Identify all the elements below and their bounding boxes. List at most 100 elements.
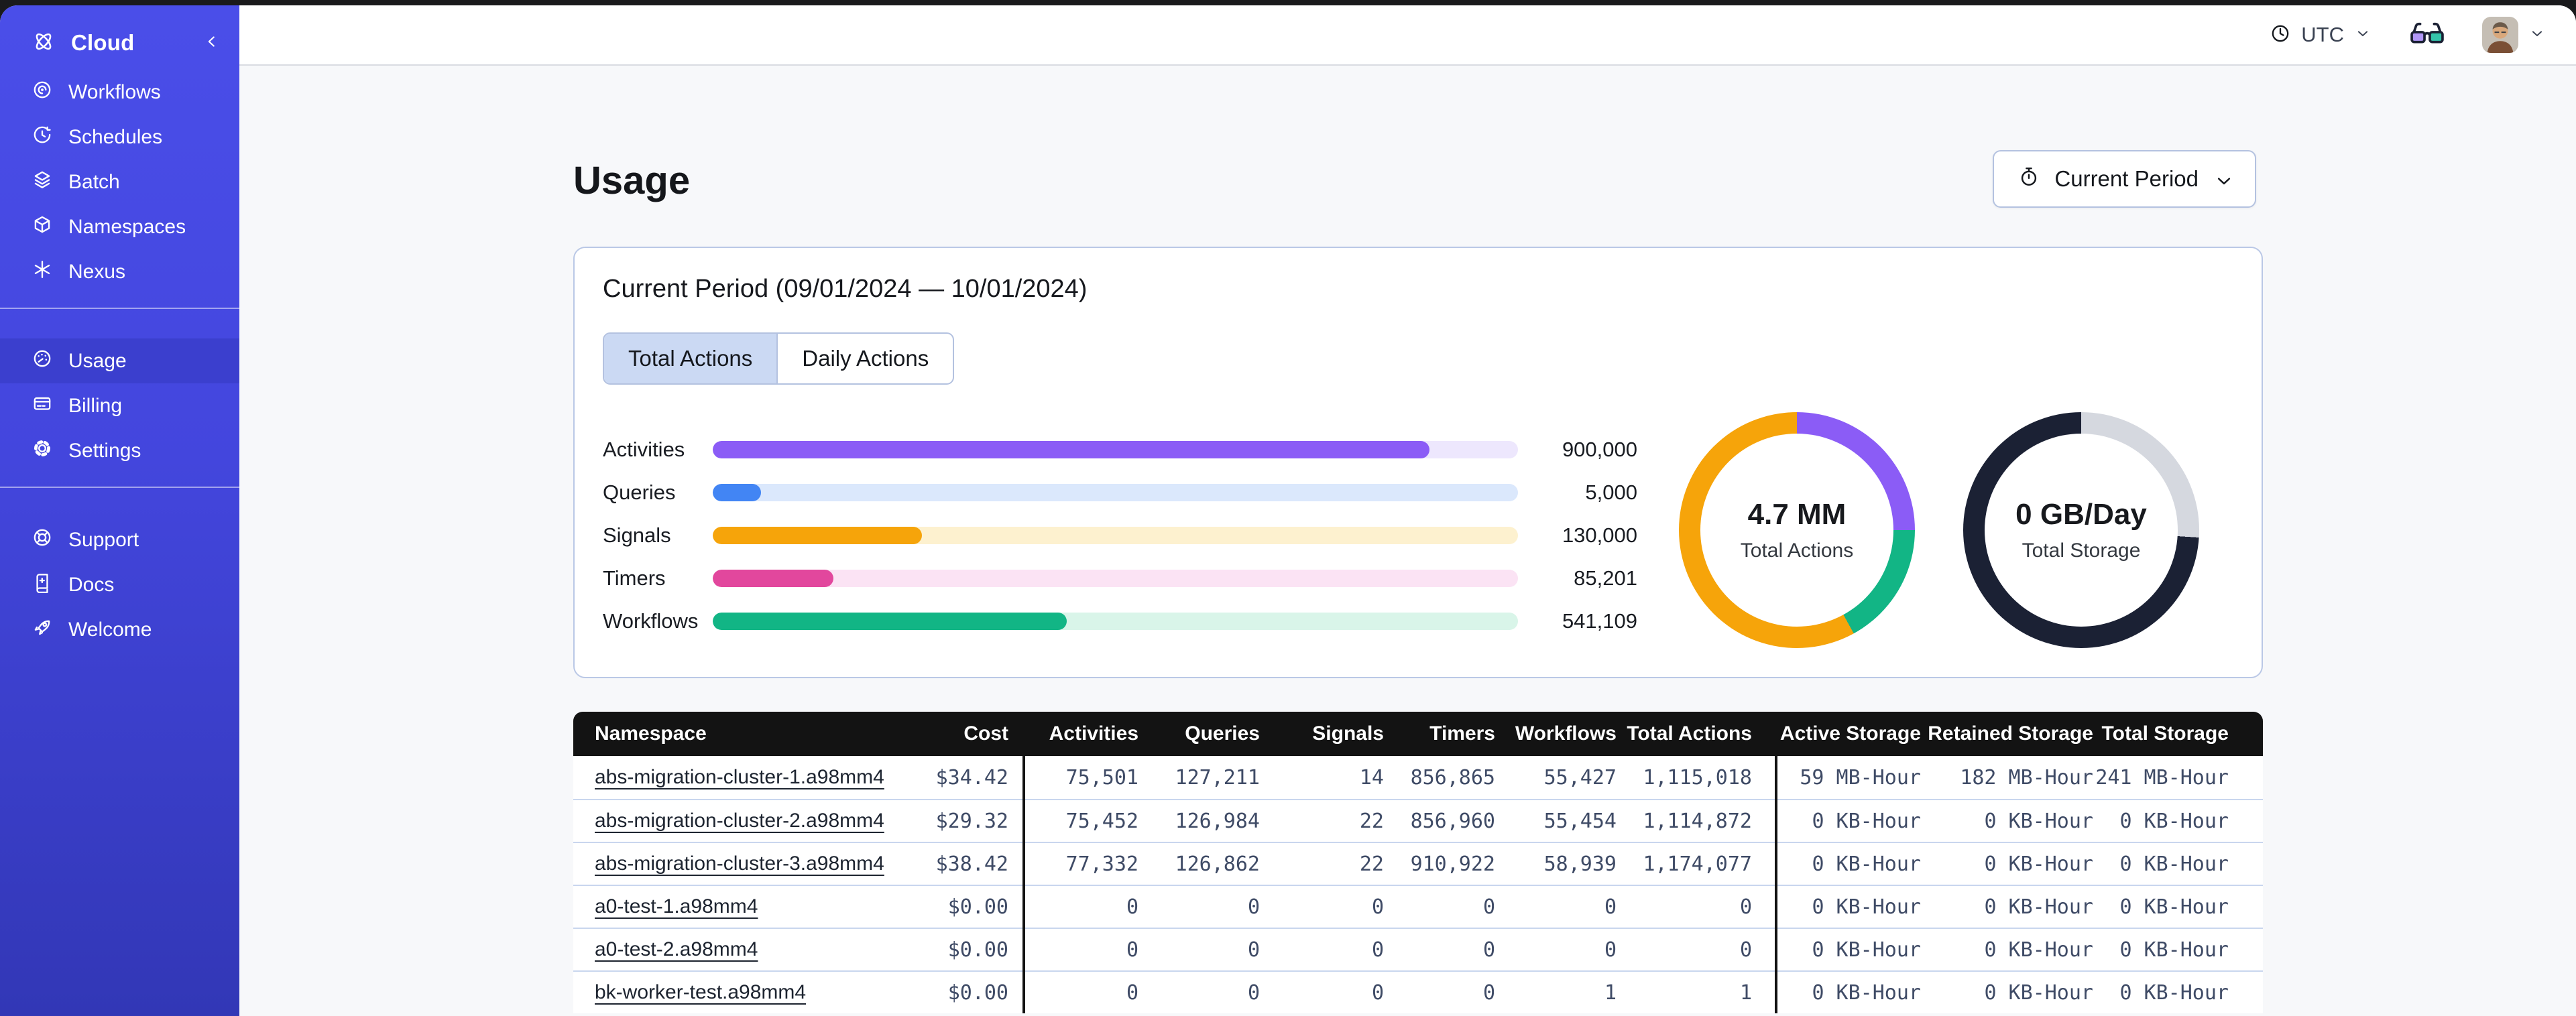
- namespace-link[interactable]: abs-migration-cluster-2.a98mm4: [595, 810, 884, 832]
- table-cell: 0: [1025, 885, 1138, 928]
- table-cell: 0: [1260, 970, 1384, 1013]
- table-cell: 0 KB-Hour: [2093, 970, 2229, 1013]
- sidebar-divider: [0, 308, 239, 309]
- table-cell: 0 KB-Hour: [1777, 970, 1921, 1013]
- bar-track: [713, 613, 1518, 630]
- namespace-link[interactable]: abs-migration-cluster-3.a98mm4: [595, 852, 884, 875]
- donut-text: 4.7 MM Total Actions: [1679, 412, 1915, 648]
- table-cell: 0 KB-Hour: [1921, 928, 2093, 970]
- table-header-row: Namespace Cost Activities Queries Signals Tim…: [573, 712, 2263, 756]
- table-header-cell: Total Actions: [1627, 722, 1752, 745]
- table-cell: 58,939: [1495, 842, 1617, 885]
- table-cell: 0: [1384, 928, 1495, 970]
- actions-bar-chart: Activities 900,000 Queries 5,000 Signals 130,…: [603, 428, 1637, 643]
- table-cell: 0 KB-Hour: [1921, 970, 2093, 1013]
- table-cell: 0 KB-Hour: [2093, 885, 2229, 928]
- period-selector-button[interactable]: Current Period: [1993, 150, 2256, 208]
- timezone-selector[interactable]: UTC: [2269, 22, 2372, 48]
- table-row: abs-migration-cluster-3.a98mm4 $38.42 77,3…: [573, 842, 2263, 885]
- sidebar-item-schedules[interactable]: Schedules: [0, 115, 239, 160]
- sidebar-brand[interactable]: Cloud: [0, 21, 239, 64]
- sidebar-item-batch[interactable]: Batch: [0, 160, 239, 204]
- bar-fill: [713, 613, 1067, 630]
- donut-text: 0 GB/Day Total Storage: [1963, 412, 2199, 648]
- table-cell: 0: [1025, 928, 1138, 970]
- column-divider: [1022, 756, 1025, 799]
- bar-value: 5,000: [1585, 481, 1637, 504]
- chevron-down-icon: [2528, 24, 2546, 46]
- tab-daily-actions[interactable]: Daily Actions: [776, 334, 953, 383]
- bar-label: Workflows: [603, 609, 699, 633]
- sidebar-item-settings[interactable]: Settings: [0, 428, 239, 473]
- spacer: [2229, 799, 2263, 842]
- table-cell: 1: [1617, 970, 1775, 1013]
- bar-value: 130,000: [1562, 523, 1637, 547]
- table-cell: $0.00: [909, 928, 1022, 970]
- sidebar-item-workflows[interactable]: Workflows: [0, 70, 239, 115]
- table-cell: $29.32: [909, 799, 1022, 842]
- bar-value: 85,201: [1574, 566, 1637, 590]
- table-cell: 0 KB-Hour: [2093, 928, 2229, 970]
- table-header-cell: Namespace: [595, 722, 707, 745]
- table-cell: 0 KB-Hour: [1777, 885, 1921, 928]
- table-cell: 0 KB-Hour: [1921, 799, 2093, 842]
- sidebar-item-namespaces[interactable]: Namespaces: [0, 204, 239, 249]
- namespace-link[interactable]: a0-test-2.a98mm4: [595, 938, 758, 960]
- table-header-cell: Active Storage: [1779, 722, 1921, 745]
- table-body: abs-migration-cluster-1.a98mm4 $34.42 75,5…: [573, 756, 2263, 1013]
- namespace-link[interactable]: abs-migration-cluster-1.a98mm4: [595, 766, 884, 788]
- table-cell: abs-migration-cluster-2.a98mm4: [573, 799, 909, 842]
- page-title: Usage: [573, 159, 691, 202]
- table-cell: 0 KB-Hour: [2093, 799, 2229, 842]
- table-header-cell: Total Storage: [2101, 722, 2229, 745]
- sidebar-item-label: Welcome: [68, 618, 152, 641]
- sidebar-item-nexus[interactable]: Nexus: [0, 249, 239, 294]
- table-cell: 126,862: [1138, 842, 1260, 885]
- table-cell: abs-migration-cluster-3.a98mm4: [573, 842, 909, 885]
- table-header-cell: Cost: [963, 722, 1008, 745]
- brand-label: Cloud: [71, 30, 135, 55]
- sidebar-item-support[interactable]: Support: [0, 517, 239, 562]
- column-divider: [1022, 928, 1025, 970]
- tab-total-actions[interactable]: Total Actions: [604, 334, 777, 383]
- table-cell: 241 MB-Hour: [2095, 765, 2229, 789]
- table-cell: 0: [1025, 970, 1138, 1013]
- donut-value: 4.7 MM: [1747, 498, 1847, 531]
- avatar[interactable]: [2482, 17, 2518, 53]
- table-cell: 59 MB-Hour: [1800, 765, 1921, 789]
- bar-label: Queries: [603, 481, 676, 504]
- docs-icon: [31, 571, 54, 599]
- table-cell: bk-worker-test.a98mm4: [573, 970, 909, 1013]
- sidebar-item-usage[interactable]: Usage: [0, 338, 239, 383]
- bar-fill: [713, 570, 834, 587]
- app-window: Cloud Workflows Schedules Batch Namespaces N…: [0, 5, 2576, 1016]
- namespace-link[interactable]: bk-worker-test.a98mm4: [595, 981, 807, 1003]
- table-header-cell: Timers: [1429, 722, 1495, 745]
- table-cell: 856,960: [1384, 799, 1495, 842]
- bar-label: Timers: [603, 566, 666, 590]
- table-cell: 0: [1384, 970, 1495, 1013]
- sidebar-item-label: Billing: [68, 394, 123, 417]
- table-cell: a0-test-1.a98mm4: [573, 885, 909, 928]
- sidebar-item-docs[interactable]: Docs: [0, 562, 239, 607]
- chevron-down-icon: [2212, 169, 2232, 189]
- table-cell: 77,332: [1025, 842, 1138, 885]
- bar-track: [713, 527, 1518, 544]
- sidebar-item-label: Schedules: [68, 125, 163, 148]
- demo-mode-button[interactable]: [2410, 21, 2445, 49]
- sidebar-item-welcome[interactable]: Welcome: [0, 607, 239, 652]
- table-cell: $0.00: [909, 885, 1022, 928]
- table-cell: abs-migration-cluster-1.a98mm4: [573, 756, 909, 799]
- account-menu[interactable]: [2482, 17, 2546, 53]
- table-cell: 0 KB-Hour: [1921, 885, 2093, 928]
- column-divider: [1775, 928, 1777, 970]
- table-cell: 0: [1138, 885, 1260, 928]
- table-cell: 75,452: [1025, 799, 1138, 842]
- column-divider: [1022, 970, 1025, 1013]
- table-cell: 0: [1138, 970, 1260, 1013]
- sidebar-collapse-button[interactable]: [202, 31, 222, 55]
- bar-label: Signals: [603, 523, 671, 547]
- sidebar-item-billing[interactable]: Billing: [0, 383, 239, 428]
- table-cell: 14: [1359, 765, 1384, 789]
- namespace-link[interactable]: a0-test-1.a98mm4: [595, 895, 758, 917]
